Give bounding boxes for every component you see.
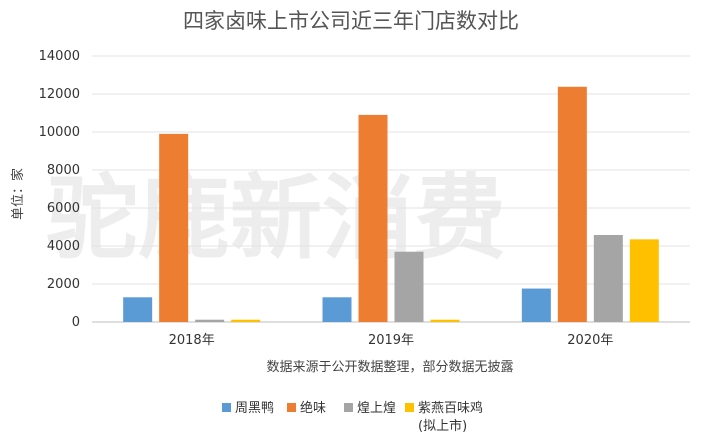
bars bbox=[123, 86, 659, 323]
legend-swatch bbox=[405, 403, 414, 412]
bar bbox=[557, 86, 587, 322]
y-tick-label: 4000 bbox=[47, 239, 80, 254]
legend-swatch bbox=[222, 403, 231, 412]
legend-label: 煌上煌 bbox=[357, 401, 396, 416]
legend-swatch bbox=[287, 403, 296, 412]
x-axis-label: 数据来源于公开数据整理，部分数据无披露 bbox=[266, 360, 513, 375]
y-tick-label: 2000 bbox=[47, 277, 80, 292]
x-axis-categories: 2018年 2019年 2020年 bbox=[169, 333, 614, 348]
bar bbox=[430, 319, 460, 322]
legend: 周黑鸭 绝味 煌上煌 紫燕百味鸡 (拟上市) bbox=[222, 400, 483, 434]
x-category-label: 2020年 bbox=[567, 333, 613, 348]
legend-label: 周黑鸭 bbox=[235, 401, 274, 416]
bar bbox=[358, 114, 388, 323]
y-tick-label: 6000 bbox=[47, 201, 80, 216]
y-tick-label: 14000 bbox=[39, 49, 80, 64]
chart-title: 四家卤味上市公司近三年门店数对比 bbox=[183, 9, 519, 33]
bar bbox=[159, 133, 189, 322]
legend-swatch bbox=[344, 403, 353, 412]
x-category-label: 2019年 bbox=[368, 333, 414, 348]
bar bbox=[123, 297, 153, 322]
bar bbox=[521, 288, 551, 322]
y-axis-ticks: 0 2000 4000 6000 8000 10000 12000 14000 bbox=[39, 49, 80, 330]
bar bbox=[394, 251, 424, 322]
y-tick-label: 12000 bbox=[39, 87, 80, 102]
y-tick-label: 10000 bbox=[39, 125, 80, 140]
y-axis-label: 单位：家 bbox=[10, 168, 26, 220]
watermark: 驼鹿新消费 bbox=[46, 164, 506, 272]
bar bbox=[629, 239, 659, 322]
legend-label: 紫燕百味鸡 bbox=[418, 400, 483, 416]
legend-label: 绝味 bbox=[300, 400, 326, 416]
bar bbox=[593, 234, 623, 322]
gridlines bbox=[92, 55, 690, 323]
y-tick-label: 0 bbox=[72, 315, 80, 330]
bar bbox=[231, 319, 261, 322]
x-category-label: 2018年 bbox=[169, 333, 215, 348]
y-tick-label: 8000 bbox=[47, 163, 80, 178]
bar bbox=[195, 319, 225, 322]
watermark-text: 驼鹿新消费 bbox=[46, 164, 506, 272]
bar bbox=[322, 297, 352, 322]
legend-note: (拟上市) bbox=[418, 418, 467, 434]
